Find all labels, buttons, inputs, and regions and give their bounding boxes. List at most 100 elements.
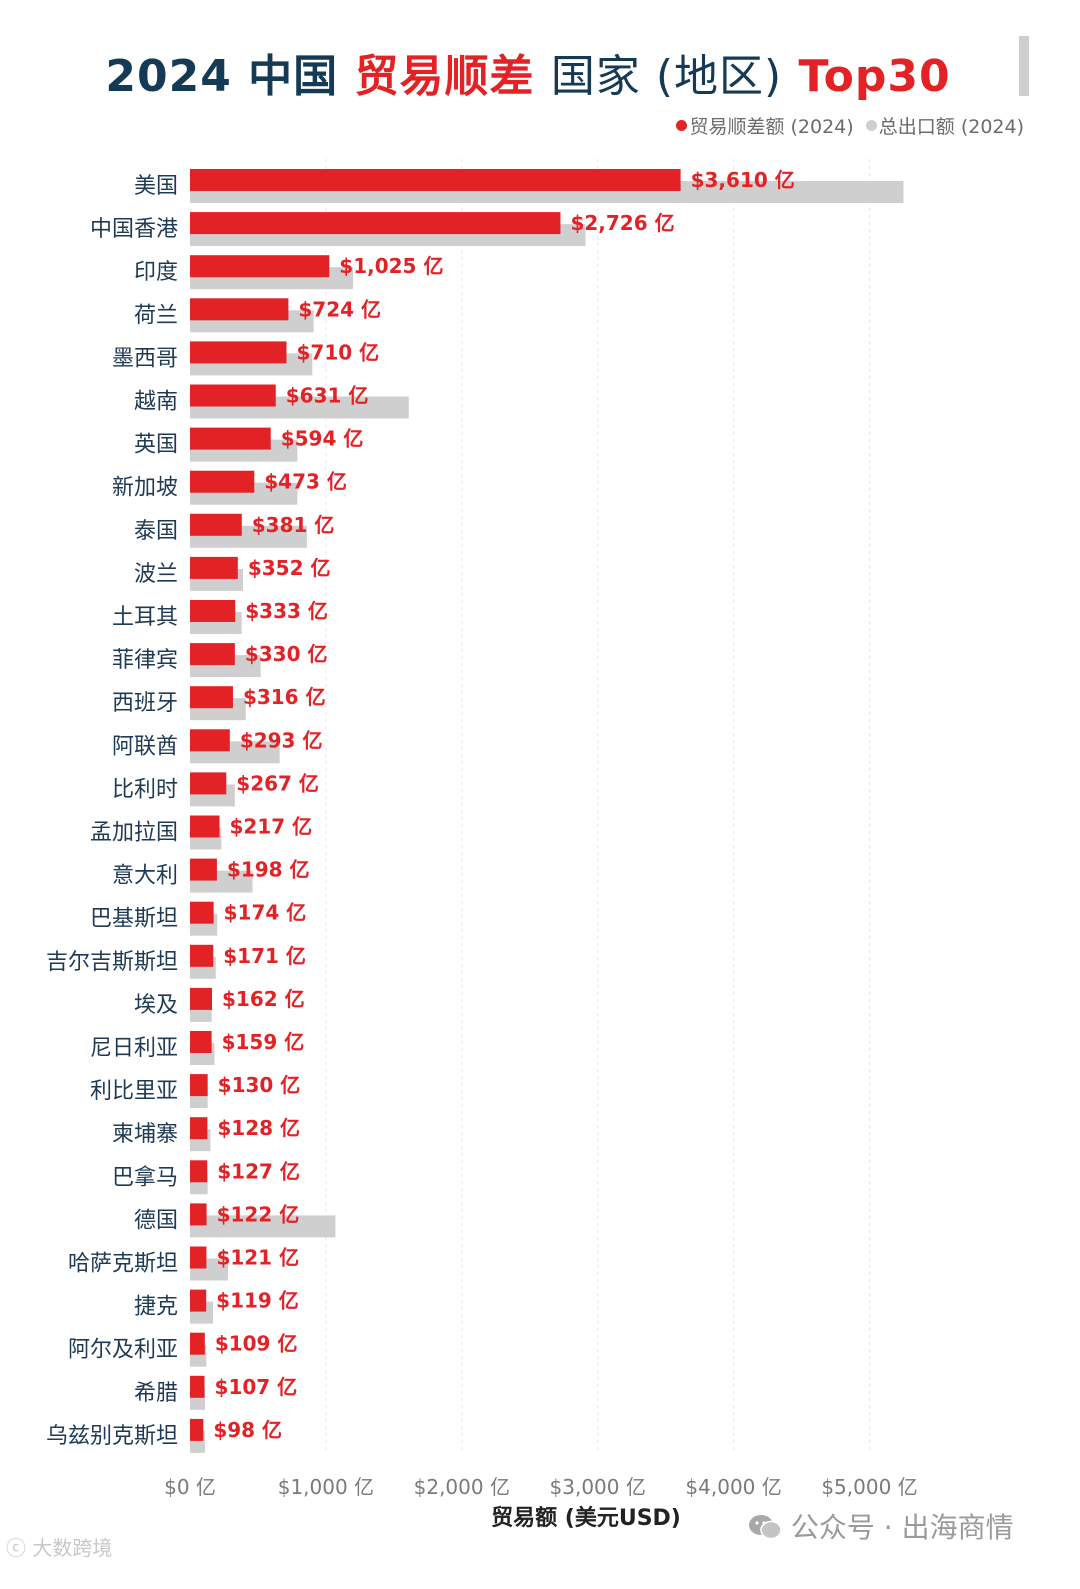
category-label: 中国香港 (90, 217, 178, 242)
bar-surplus (190, 729, 230, 752)
bar-surplus (190, 1203, 207, 1226)
category-label: 吉尔吉斯斯坦 (46, 950, 178, 975)
title-part4: Top30 (798, 51, 951, 102)
bar-surplus (190, 1160, 208, 1183)
bar-surplus (190, 384, 276, 407)
legend: 贸易顺差额 (2024) 总出口额 (2024) (676, 112, 1024, 139)
wechat-icon (748, 1514, 782, 1540)
category-label: 巴基斯坦 (90, 907, 178, 932)
bar-surplus (190, 1246, 207, 1269)
value-label: $333 亿 (245, 599, 328, 623)
title-part3: 国家 (地区) (550, 51, 783, 102)
category-label: 比利时 (112, 777, 178, 802)
x-tick-label: $3,000 亿 (550, 1475, 646, 1499)
value-label: $267 亿 (236, 771, 319, 795)
value-label: $127 亿 (217, 1159, 300, 1183)
x-tick-label: $1,000 亿 (278, 1475, 374, 1499)
bar-surplus (190, 1375, 205, 1398)
watermark-brand: ⓒ 大数跨境 (6, 1532, 112, 1561)
watermark-account: 公众号 · 出海商情 (748, 1506, 1014, 1546)
bar-surplus (190, 298, 289, 321)
category-label: 波兰 (134, 562, 178, 587)
category-label: 利比里亚 (90, 1079, 178, 1104)
bar-surplus (190, 255, 330, 278)
category-label: 越南 (134, 390, 178, 415)
bar-surplus (190, 987, 213, 1010)
value-label: $130 亿 (218, 1073, 301, 1097)
category-label: 德国 (134, 1208, 178, 1233)
bar-surplus (190, 600, 236, 622)
value-labels: $3,610 亿 $2,726 亿 $1,025 亿 $724 亿 $710 亿 $631… (213, 168, 794, 1442)
legend-surplus-dot (676, 120, 688, 131)
category-label: 印度 (134, 260, 178, 285)
grid-lines (325, 159, 870, 1452)
bar-surplus (190, 772, 227, 795)
category-label: 埃及 (134, 993, 178, 1018)
category-label: 希腊 (134, 1381, 178, 1406)
bar-surplus (190, 556, 238, 579)
bar-surplus (190, 470, 255, 493)
category-label: 英国 (134, 433, 178, 458)
value-label: $724 亿 (298, 297, 381, 321)
bar-surplus (190, 901, 214, 924)
title-part1: 2024 中国 (105, 51, 339, 102)
value-label: $128 亿 (217, 1116, 300, 1140)
value-label: $107 亿 (215, 1375, 298, 1399)
bar-surplus (190, 1418, 204, 1441)
value-label: $121 亿 (216, 1246, 299, 1270)
x-tick-label: $4,000 亿 (685, 1475, 781, 1499)
category-label: 捷克 (134, 1295, 178, 1320)
x-axis-ticks: $0 亿 $1,000 亿 $2,000 亿 $3,000 亿 $4,000 亿 $5,0… (164, 1475, 918, 1499)
bar-surplus (190, 1074, 208, 1097)
bar-surplus (190, 944, 214, 967)
category-label: 意大利 (112, 864, 178, 889)
category-labels: 美国中国香港印度荷兰墨西哥越南英国新加坡泰国波兰土耳其菲律宾西班牙阿联酋比利时孟… (46, 174, 178, 1449)
value-label: $330 亿 (245, 642, 328, 666)
value-label: $352 亿 (248, 556, 331, 580)
category-label: 荷兰 (134, 303, 178, 328)
value-label: $1,025 亿 (339, 254, 443, 278)
watermark-account-text: 公众号 · 出海商情 (790, 1511, 1014, 1544)
brand-logo-icon: ⓒ (6, 1536, 26, 1560)
value-label: $710 亿 (296, 340, 379, 364)
x-tick-label: $2,000 亿 (414, 1475, 510, 1499)
category-label: 柬埔寨 (112, 1122, 178, 1147)
bar-surplus (190, 1117, 208, 1140)
value-label: $381 亿 (252, 513, 335, 537)
category-label: 菲律宾 (112, 648, 178, 673)
category-label: 哈萨克斯坦 (68, 1252, 178, 1277)
chart-title: 2024 中国 贸易顺差 国家 (地区) Top30 (0, 40, 1056, 104)
legend-exports-label: 总出口额 (2024) (878, 116, 1024, 138)
value-label: $473 亿 (264, 470, 347, 494)
bar-surplus (190, 212, 561, 235)
value-label: $594 亿 (281, 427, 364, 451)
x-tick-label: $5,000 亿 (821, 1475, 917, 1499)
value-label: $217 亿 (229, 815, 312, 839)
decorative-bar (1019, 36, 1029, 96)
value-label: $3,610 亿 (691, 168, 795, 192)
value-label: $122 亿 (217, 1202, 300, 1226)
category-label: 土耳其 (112, 605, 178, 630)
category-label: 乌兹别克斯坦 (46, 1424, 178, 1449)
value-label: $316 亿 (243, 685, 326, 709)
value-label: $174 亿 (224, 901, 307, 925)
bar-surplus (190, 341, 287, 364)
bar-exports (190, 1215, 336, 1238)
value-label: $293 亿 (240, 728, 323, 752)
value-label: $2,726 亿 (570, 211, 674, 235)
category-label: 西班牙 (112, 691, 178, 716)
bars (190, 169, 904, 1453)
value-label: $198 亿 (227, 858, 310, 882)
value-label: $109 亿 (215, 1332, 298, 1356)
value-label: $159 亿 (222, 1030, 305, 1054)
value-label: $98 亿 (213, 1418, 282, 1442)
value-label: $631 亿 (286, 384, 369, 408)
bar-surplus (190, 513, 242, 536)
category-label: 美国 (134, 174, 178, 199)
value-label: $119 亿 (216, 1289, 299, 1313)
category-label: 孟加拉国 (90, 821, 178, 846)
category-label: 阿联酋 (112, 734, 178, 759)
bar-surplus (190, 1332, 205, 1355)
value-label: $171 亿 (223, 944, 306, 968)
